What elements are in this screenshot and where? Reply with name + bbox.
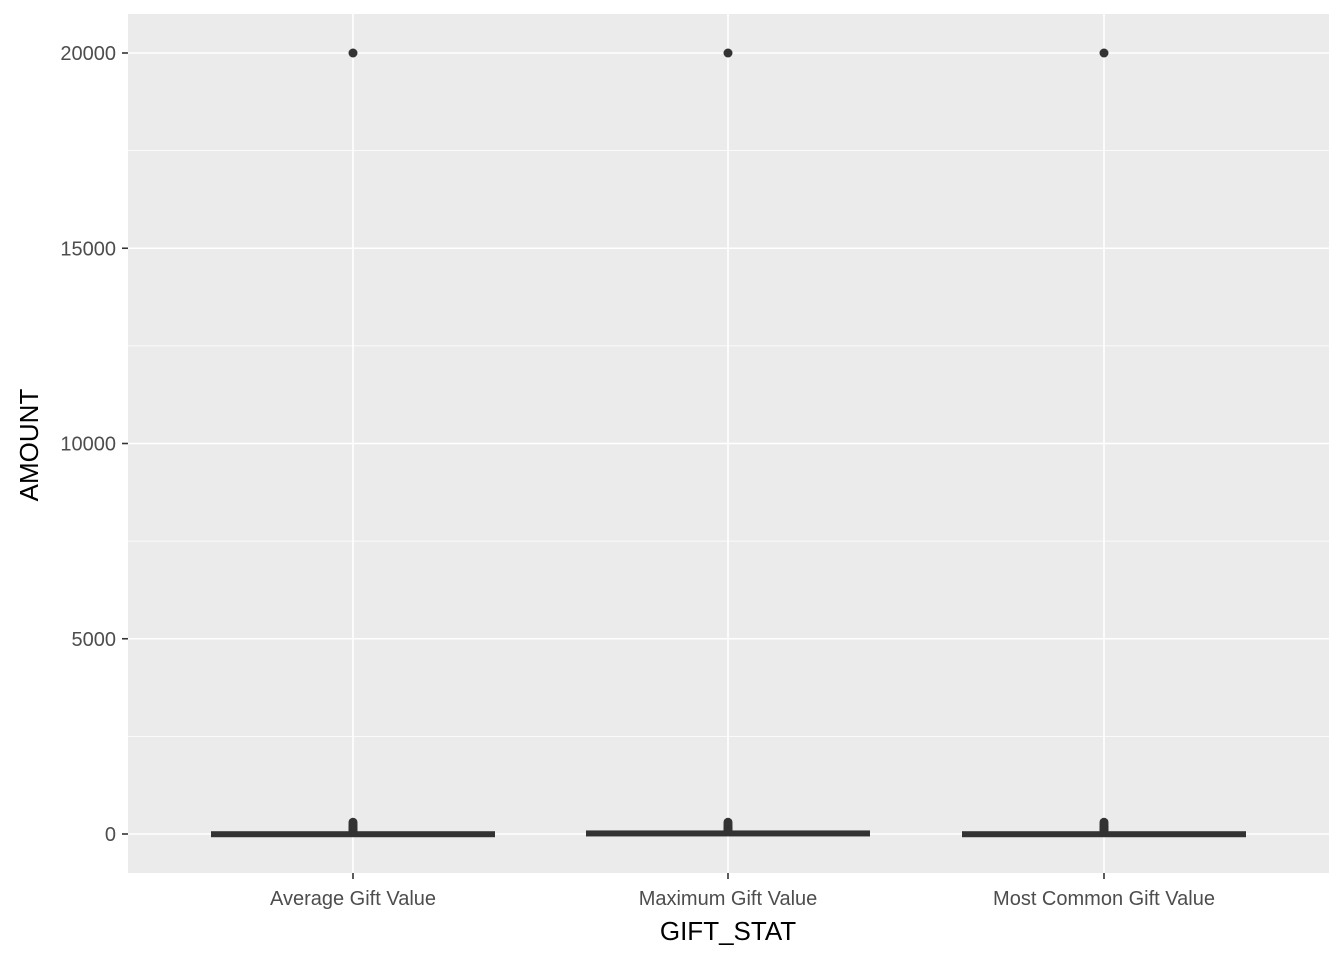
- outlier-point: [723, 48, 733, 58]
- outlier-point: [1099, 48, 1109, 58]
- y-tick-label: 0: [105, 824, 116, 846]
- x-tick-label: Average Gift Value: [270, 888, 436, 910]
- major-gridlines: [128, 14, 1329, 873]
- x-tick-label: Most Common Gift Value: [993, 888, 1215, 910]
- outlier-point: [348, 817, 358, 827]
- outlier-point: [723, 817, 733, 827]
- box-1: [211, 48, 495, 838]
- y-axis-ticks: 0 5000 10000 15000 20000: [60, 43, 128, 846]
- boxes-layer: [211, 48, 1246, 838]
- x-axis-title: GIFT_STAT: [660, 916, 796, 946]
- box-3: [962, 48, 1246, 838]
- y-tick-label: 5000: [72, 629, 117, 651]
- x-tick-label: Maximum Gift Value: [639, 888, 818, 910]
- x-axis-ticks: Average Gift Value Maximum Gift Value Most…: [270, 873, 1215, 910]
- outlier-point: [348, 48, 358, 58]
- y-tick-label: 10000: [60, 434, 116, 456]
- outlier-point: [1099, 817, 1109, 827]
- y-tick-label: 20000: [60, 43, 116, 65]
- box-2: [586, 48, 870, 837]
- y-axis-title: AMOUNT: [14, 389, 44, 502]
- y-tick-label: 15000: [60, 238, 116, 260]
